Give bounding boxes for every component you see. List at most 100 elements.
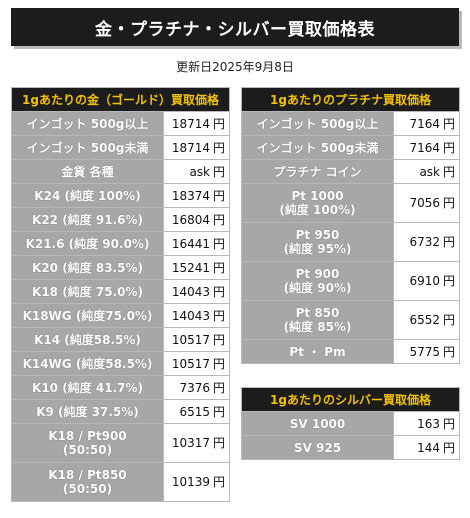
silver-item-price: 163 円 [392,411,461,436]
platinum-item-price: 6552 円 [392,300,461,340]
price-unit: 円 [213,356,226,371]
silver-item-price: 144 円 [392,435,461,460]
platinum-item-price: ask 円 [392,159,461,184]
platinum-item-name: Pt 900 [295,267,340,281]
gold-item-price: 14043 円 [162,279,231,304]
price-value: 10317 [171,436,210,450]
gold-item-name: K18 (純度 75.0%) [32,284,143,299]
platinum-price-row: Pt 1000 (純度 100%) 7056 円 [241,183,461,223]
gold-item-name: K10 (純度 41.7%) [32,380,143,395]
gold-item-label: K22 (純度 91.6%) [11,207,164,232]
platinum-item-price: 7164 円 [392,111,461,136]
price-unit: 円 [213,236,226,251]
price-unit: 円 [443,274,456,288]
platinum-item-label: Pt 950 (純度 95%) [241,222,394,262]
gold-item-name: K14 (純度58.5%) [34,332,141,347]
gold-item-price: 7376 円 [162,375,231,400]
silver-item-name: SV 925 [293,440,342,455]
platinum-item-name: インゴット 500g未満 [256,140,379,155]
gold-price-table: 1gあたりの金（ゴールド）買取価格 インゴット 500g以上 18714 円インゴッ… [10,87,231,502]
price-unit: 円 [443,313,456,327]
gold-item-name: K9 (純度 37.5%) [36,404,139,419]
price-unit: 円 [213,284,226,299]
price-unit: 円 [213,140,226,155]
gold-item-label: K14 (純度58.5%) [11,327,164,352]
price-value: 16441 [171,236,210,251]
price-unit: 円 [213,380,226,395]
platinum-item-price: 5775 円 [392,339,461,364]
gold-item-price: 10517 円 [162,327,231,352]
gold-item-label: 金貨 各種 [11,159,164,184]
gold-price-row: K10 (純度 41.7%) 7376 円 [11,375,231,400]
gold-item-name: K18WG (純度75.0%) [22,308,153,323]
gold-item-name: K20 (純度 83.5%) [32,260,143,275]
platinum-item-ratio: (純度 95%) [283,242,352,256]
gold-price-row: K9 (純度 37.5%) 6515 円 [11,399,231,424]
gold-price-row: K18 / Pt900 (50:50) 10317 円 [11,423,231,463]
platinum-item-name: Pt ・ Pm [289,344,346,359]
price-value: 7376 [179,380,210,395]
platinum-price-row: インゴット 500g未満 7164 円 [241,135,461,160]
gold-item-label: K9 (純度 37.5%) [11,399,164,424]
price-value: ask [189,164,210,179]
price-unit: 円 [213,188,226,203]
platinum-price-row: インゴット 500g以上 7164 円 [241,111,461,136]
price-value: 5775 [409,344,440,359]
platinum-item-ratio: (純度 100%) [279,203,356,217]
gold-table-header: 1gあたりの金（ゴールド）買取価格 [10,87,231,112]
gold-item-price: 15241 円 [162,255,231,280]
gold-price-row: K18WG (純度75.0%) 14043 円 [11,303,231,328]
gold-item-name: K14WG (純度58.5%) [22,356,153,371]
price-value: 10517 [171,332,210,347]
gold-item-label: K21.6 (純度 90.0%) [11,231,164,256]
gold-price-row: インゴット 500g未満 18714 円 [11,135,231,160]
price-unit: 円 [443,235,456,249]
platinum-item-label: Pt 850 (純度 85%) [241,300,394,340]
platinum-price-row: Pt 950 (純度 95%) 6732 円 [241,222,461,262]
price-value: 14043 [171,308,210,323]
price-unit: 円 [443,196,456,210]
price-unit: 円 [443,344,456,359]
platinum-item-name: Pt 850 [295,306,340,320]
gold-item-price: 18374 円 [162,183,231,208]
gold-price-row: 金貨 各種 ask 円 [11,159,231,184]
price-unit: 円 [213,436,226,450]
price-value: 7164 [409,116,440,131]
price-unit: 円 [213,260,226,275]
gold-item-price: 18714 円 [162,135,231,160]
price-unit: 円 [213,116,226,131]
price-value: 10517 [171,356,210,371]
gold-item-label: K20 (純度 83.5%) [11,255,164,280]
gold-price-row: K22 (純度 91.6%) 16804 円 [11,207,231,232]
price-value: 16804 [171,212,210,227]
gold-price-row: K18 / Pt850 (50:50) 10139 円 [11,462,231,502]
gold-item-name: K18 / Pt850 [48,468,127,482]
gold-item-ratio: (50:50) [62,482,113,496]
gold-item-name: 金貨 各種 [61,164,114,179]
price-value: 6910 [409,274,440,288]
price-value: 6732 [409,235,440,249]
platinum-item-label: インゴット 500g未満 [241,135,394,160]
platinum-item-label: Pt 900 (純度 90%) [241,261,394,301]
price-value: 10139 [171,475,210,489]
gold-price-row: K18 (純度 75.0%) 14043 円 [11,279,231,304]
price-unit: 円 [443,416,456,431]
platinum-item-label: Pt ・ Pm [241,339,394,364]
gold-price-row: K14WG (純度58.5%) 10517 円 [11,351,231,376]
price-value: 18374 [171,188,210,203]
price-value: 163 [417,416,440,431]
gold-price-row: K21.6 (純度 90.0%) 16441 円 [11,231,231,256]
platinum-item-price: 7056 円 [392,183,461,223]
platinum-item-label: Pt 1000 (純度 100%) [241,183,394,223]
price-value: 6515 [179,404,210,419]
platinum-table-header: 1gあたりのプラチナ買取価格 [240,87,461,112]
gold-item-price: 10139 円 [162,462,231,502]
silver-table-header: 1gあたりのシルバー買取価格 [240,387,461,412]
silver-price-row: SV 925 144 円 [241,435,461,460]
gold-item-name: K22 (純度 91.6%) [32,212,143,227]
platinum-item-price: 6910 円 [392,261,461,301]
gold-item-name: インゴット 500g以上 [26,116,149,131]
platinum-item-price: 7164 円 [392,135,461,160]
gold-item-label: K18 / Pt900 (50:50) [11,423,164,463]
gold-item-price: 18714 円 [162,111,231,136]
